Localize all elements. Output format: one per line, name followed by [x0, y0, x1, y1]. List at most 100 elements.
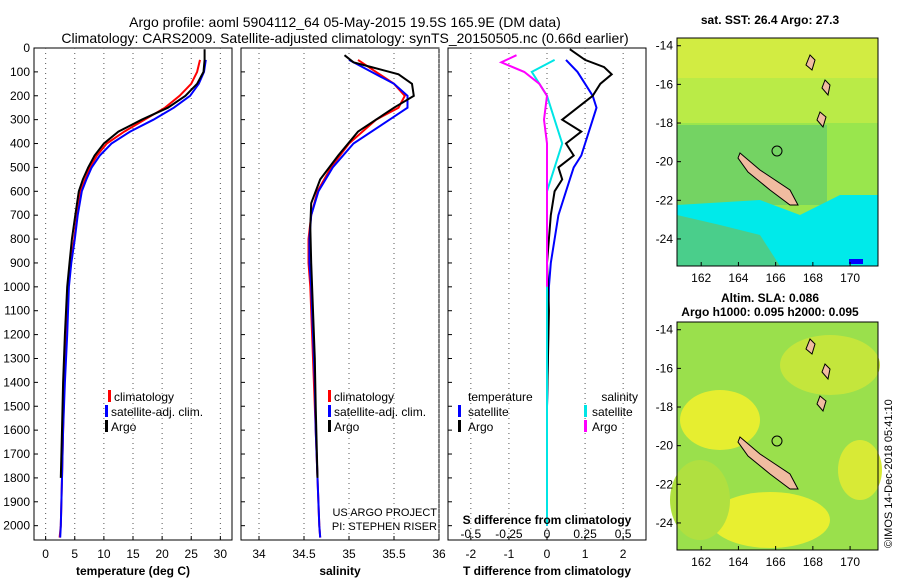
- depth-tick-label: 1300: [3, 351, 30, 365]
- bottom-map-ticks: 162 164 166 168 170 -14 -16 -18 -20 -22 -24: [656, 323, 861, 569]
- depth-tick-label: 800: [10, 232, 30, 246]
- map-lon-label: 168: [803, 555, 823, 569]
- sst-cold-patch: [677, 215, 780, 266]
- series-line-argo: [309, 54, 415, 478]
- s-difference-label: S difference from climatology: [463, 513, 632, 527]
- bottom-map-title-2: Argo h1000: 0.095 h2000: 0.095: [681, 305, 859, 319]
- map-lat-label: -24: [656, 232, 674, 246]
- depth-tick-label: 1800: [3, 471, 30, 485]
- x-tick-label: 34.5: [292, 547, 316, 561]
- legend-label-satellite: satellite-adj. clim.: [334, 405, 426, 419]
- salinity-xlabel: salinity: [319, 564, 361, 578]
- depth-tick-label: 1500: [3, 399, 30, 413]
- sla-high-patch: [780, 335, 880, 395]
- series-line-salinity-satellite: [530, 59, 564, 526]
- legend-label-argo: Argo: [334, 420, 360, 434]
- legend-label-s-argo: Argo: [592, 420, 618, 434]
- sla-mid-patch: [838, 440, 882, 500]
- s-tick-label: 0.25: [573, 527, 597, 541]
- depth-tick-label: 700: [10, 208, 30, 222]
- legend-swatch-t-satellite: [458, 405, 461, 417]
- legend-label-climatology: climatology: [114, 390, 174, 404]
- top-map-ticks: 162 164 166 168 170 -14 -16 -18 -20 -22 -24: [656, 39, 861, 285]
- argo-location-marker: [771, 435, 783, 447]
- legend-swatch-climatology: [108, 390, 111, 402]
- legend-swatch-climatology: [328, 390, 331, 402]
- island: [821, 79, 831, 97]
- map-lon-label: 162: [691, 271, 711, 285]
- depth-tick-label: 500: [10, 160, 30, 174]
- s-tick-label: -0.25: [495, 527, 523, 541]
- map-lat-label: -14: [656, 323, 674, 337]
- x-tick-label: 0: [544, 547, 551, 561]
- map-lon-label: 162: [691, 555, 711, 569]
- map-lon-label: 168: [803, 271, 823, 285]
- legend-label-satellite: satellite-adj. clim.: [111, 405, 203, 419]
- new-caledonia-island: [737, 152, 799, 206]
- title-line-1: Argo profile: aoml 5904112_64 05-May-201…: [129, 14, 561, 30]
- sla-mid-patch: [670, 460, 730, 540]
- map-lat-label: -16: [656, 361, 674, 375]
- x-tick-label: 15: [126, 547, 140, 561]
- map-lat-label: -18: [656, 116, 674, 130]
- legend-label-argo: Argo: [111, 420, 137, 434]
- depth-tick-label: 1600: [3, 423, 30, 437]
- legend-swatch-satellite: [328, 405, 331, 417]
- sla-high-patch: [680, 390, 760, 450]
- new-caledonia-island: [737, 436, 799, 490]
- map-lat-label: -22: [656, 193, 674, 207]
- map-lat-label: -20: [656, 439, 674, 453]
- depth-tick-label: 0: [23, 41, 30, 55]
- legend-swatch-s-argo: [584, 420, 587, 432]
- x-tick-label: 35.5: [382, 547, 406, 561]
- ticks-layer: 0100200300400500600700800900100011001200…: [3, 41, 632, 561]
- island: [816, 395, 827, 413]
- temperature-legend: climatology satellite-adj. clim. Argo: [105, 390, 203, 434]
- depth-tick-label: 600: [10, 184, 30, 198]
- x-tick-label: 20: [155, 547, 169, 561]
- s-tick-label: 0.5: [615, 527, 632, 541]
- difference-legend: temperature satellite Argo salinity sate…: [458, 390, 638, 434]
- depth-tick-label: 2000: [3, 519, 30, 533]
- map-lon-label: 170: [840, 555, 860, 569]
- legend-title-salinity: salinity: [601, 390, 638, 404]
- credit-pi: PI: STEPHEN RISER: [332, 521, 437, 533]
- t-difference-xlabel: T difference from climatology: [463, 564, 631, 578]
- x-tick-label: 2: [620, 547, 627, 561]
- sla-map-frame: [676, 321, 879, 551]
- map-lon-label: 164: [728, 271, 748, 285]
- sst-mid-band: [677, 78, 878, 123]
- bottom-map-title-1: Altim. SLA: 0.086: [721, 291, 819, 305]
- sst-warm-band: [677, 38, 878, 78]
- map-lon-label: 170: [840, 271, 860, 285]
- series-line-climatology: [307, 59, 407, 538]
- map-lat-label: -18: [656, 400, 674, 414]
- sla-high-patch: [710, 492, 830, 548]
- depth-tick-label: 300: [10, 113, 30, 127]
- top-map-title: sat. SST: 26.4 Argo: 27.3: [701, 13, 840, 27]
- depth-tick-label: 1400: [3, 375, 30, 389]
- legend-swatch-argo: [105, 420, 108, 432]
- legend-swatch-t-argo: [458, 420, 461, 432]
- series-line-salinity-argo: [498, 54, 549, 287]
- map-lat-label: -14: [656, 39, 674, 53]
- legend-title-temperature: temperature: [468, 390, 533, 404]
- sla-map: [670, 321, 882, 551]
- x-tick-label: 0: [42, 547, 49, 561]
- x-tick-label: 10: [97, 547, 111, 561]
- x-tick-label: -1: [504, 547, 515, 561]
- salinity-legend: climatology satellite-adj. clim. Argo US…: [328, 390, 437, 533]
- s-tick-label: -0.5: [461, 527, 482, 541]
- depth-tick-label: 100: [10, 65, 30, 79]
- map-lat-label: -20: [656, 155, 674, 169]
- legend-label-s-satellite: satellite: [592, 405, 633, 419]
- depth-tick-label: 1200: [3, 328, 30, 342]
- sst-colder-pixels: [849, 259, 863, 264]
- island: [805, 54, 816, 71]
- s-tick-label: 0: [544, 527, 551, 541]
- legend-label-climatology: climatology: [334, 390, 394, 404]
- map-lon-label: 166: [766, 271, 786, 285]
- depth-tick-label: 1100: [4, 304, 30, 318]
- temperature-xlabel: temperature (deg C): [76, 564, 190, 578]
